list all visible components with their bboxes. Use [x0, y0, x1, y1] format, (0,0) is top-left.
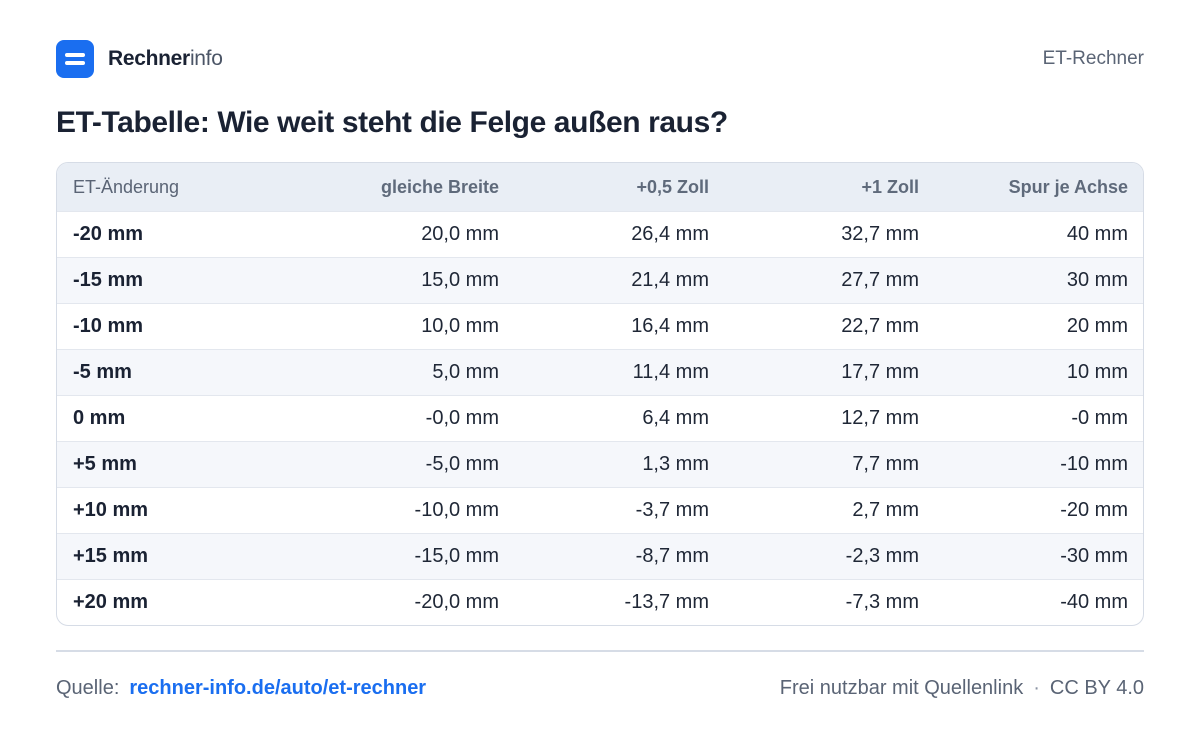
table-cell: 22,7 mm [841, 315, 919, 337]
table-cell: 27,7 mm [841, 269, 919, 291]
table-cell: -3,7 mm [635, 499, 709, 521]
table-cell: 1,3 mm [642, 453, 709, 475]
table-cell: 6,4 mm [642, 407, 709, 429]
table-cell: 26,4 mm [631, 223, 709, 245]
et-change-cell: +5 mm [73, 453, 137, 475]
column-header: gleiche Breite [380, 176, 499, 197]
et-change-cell: -20 mm [73, 223, 144, 245]
table-row: +10 mm -10,0 mm -3,7 mm 2,7 mm -20 mm [57, 487, 1143, 533]
et-change-cell: +10 mm [73, 499, 149, 521]
table-cell: -7,3 mm [845, 591, 919, 613]
brand[interactable]: Rechnerinfo [56, 40, 223, 78]
license-text: Frei nutzbar mit Quellenlink [779, 677, 1024, 699]
table-cell: 11,4 mm [632, 361, 709, 383]
column-header: +1 Zoll [861, 176, 919, 197]
column-header: Spur je Achse [1008, 176, 1128, 197]
footer: Quelle: rechner-info.de/auto/et-rechner … [56, 677, 1144, 700]
table-cell: 30 mm [1066, 269, 1128, 291]
table-cell: -13,7 mm [624, 591, 709, 613]
table-cell: 20 mm [1066, 315, 1128, 337]
table-cell: -40 mm [1060, 591, 1128, 613]
brand-name-strong: Rechner [108, 47, 190, 70]
table-body: -20 mm 20,0 mm 26,4 mm 32,7 mm 40 mm -15 mm 15… [57, 211, 1143, 625]
table-cell: 5,0 mm [432, 361, 499, 383]
table-cell: 20,0 mm [421, 223, 499, 245]
table-row: +15 mm -15,0 mm -8,7 mm -2,3 mm -30 mm [57, 533, 1143, 579]
et-table: ET-Änderung gleiche Breite +0,5 Zoll +1 … [56, 162, 1144, 626]
site-header: Rechnerinfo ET-Rechner [56, 40, 1144, 78]
source-label: Quelle: [56, 677, 120, 699]
table-cell: 12,7 mm [841, 407, 919, 429]
et-change-cell: 0 mm [73, 407, 126, 429]
table-cell: -20,0 mm [414, 591, 499, 613]
table-cell: 40 mm [1066, 223, 1128, 245]
table-cell: 16,4 mm [631, 315, 709, 337]
table-cell: -10,0 mm [414, 499, 499, 521]
source-link[interactable]: rechner-info.de/auto/et-rechner [129, 677, 427, 699]
brand-name-light: info [189, 47, 223, 70]
table-cell: 10 mm [1066, 361, 1128, 383]
calculator-link[interactable]: ET-Rechner [1042, 48, 1144, 69]
table-cell: -30 mm [1060, 545, 1128, 567]
table-cell: -0,0 mm [425, 407, 499, 429]
column-header: +0,5 Zoll [636, 176, 709, 197]
table-cell: 7,7 mm [852, 453, 919, 475]
table-cell: -5,0 mm [425, 453, 499, 475]
table-cell: 2,7 mm [852, 499, 919, 521]
table-cell: 21,4 mm [631, 269, 709, 291]
table-cell: 32,7 mm [841, 223, 919, 245]
separator-dot: · [1033, 677, 1040, 699]
page-title: ET-Tabelle: Wie weit steht die Felge auß… [56, 106, 728, 139]
et-change-cell: -15 mm [73, 269, 144, 291]
table-cell: -15,0 mm [414, 545, 499, 567]
logo-icon [56, 40, 94, 78]
source: Quelle: rechner-info.de/auto/et-rechner [56, 677, 426, 700]
table-cell: -8,7 mm [635, 545, 709, 567]
table-cell: 17,7 mm [841, 361, 919, 383]
et-change-cell: +20 mm [73, 591, 149, 613]
table-row: +20 mm -20,0 mm -13,7 mm -7,3 mm -40 mm [57, 579, 1143, 625]
table-cell: -20 mm [1060, 499, 1128, 521]
et-change-cell: -5 mm [73, 361, 132, 383]
table-row: -5 mm 5,0 mm 11,4 mm 17,7 mm 10 mm [57, 349, 1143, 395]
table-row: -20 mm 20,0 mm 26,4 mm 32,7 mm 40 mm [57, 211, 1143, 257]
table-row: +5 mm -5,0 mm 1,3 mm 7,7 mm -10 mm [57, 441, 1143, 487]
table-cell: 15,0 mm [421, 269, 499, 291]
column-header: ET-Änderung [73, 176, 180, 197]
brand-name: Rechnerinfo [108, 47, 223, 71]
table-row: -10 mm 10,0 mm 16,4 mm 22,7 mm 20 mm [57, 303, 1143, 349]
table-row: -15 mm 15,0 mm 21,4 mm 27,7 mm 30 mm [57, 257, 1143, 303]
table-cell: -0 mm [1071, 407, 1128, 429]
et-change-cell: +15 mm [73, 545, 149, 567]
table-header-row: ET-Änderung gleiche Breite +0,5 Zoll +1 … [57, 163, 1143, 211]
table-row: 0 mm -0,0 mm 6,4 mm 12,7 mm -0 mm [57, 395, 1143, 441]
et-change-cell: -10 mm [73, 315, 144, 337]
license: Frei nutzbar mit Quellenlink · CC BY 4.0 [780, 677, 1144, 700]
table-cell: -2,3 mm [845, 545, 919, 567]
table-cell: -10 mm [1060, 453, 1128, 475]
license-name: CC BY 4.0 [1049, 677, 1144, 699]
footer-divider [56, 650, 1144, 652]
table-cell: 10,0 mm [421, 315, 499, 337]
